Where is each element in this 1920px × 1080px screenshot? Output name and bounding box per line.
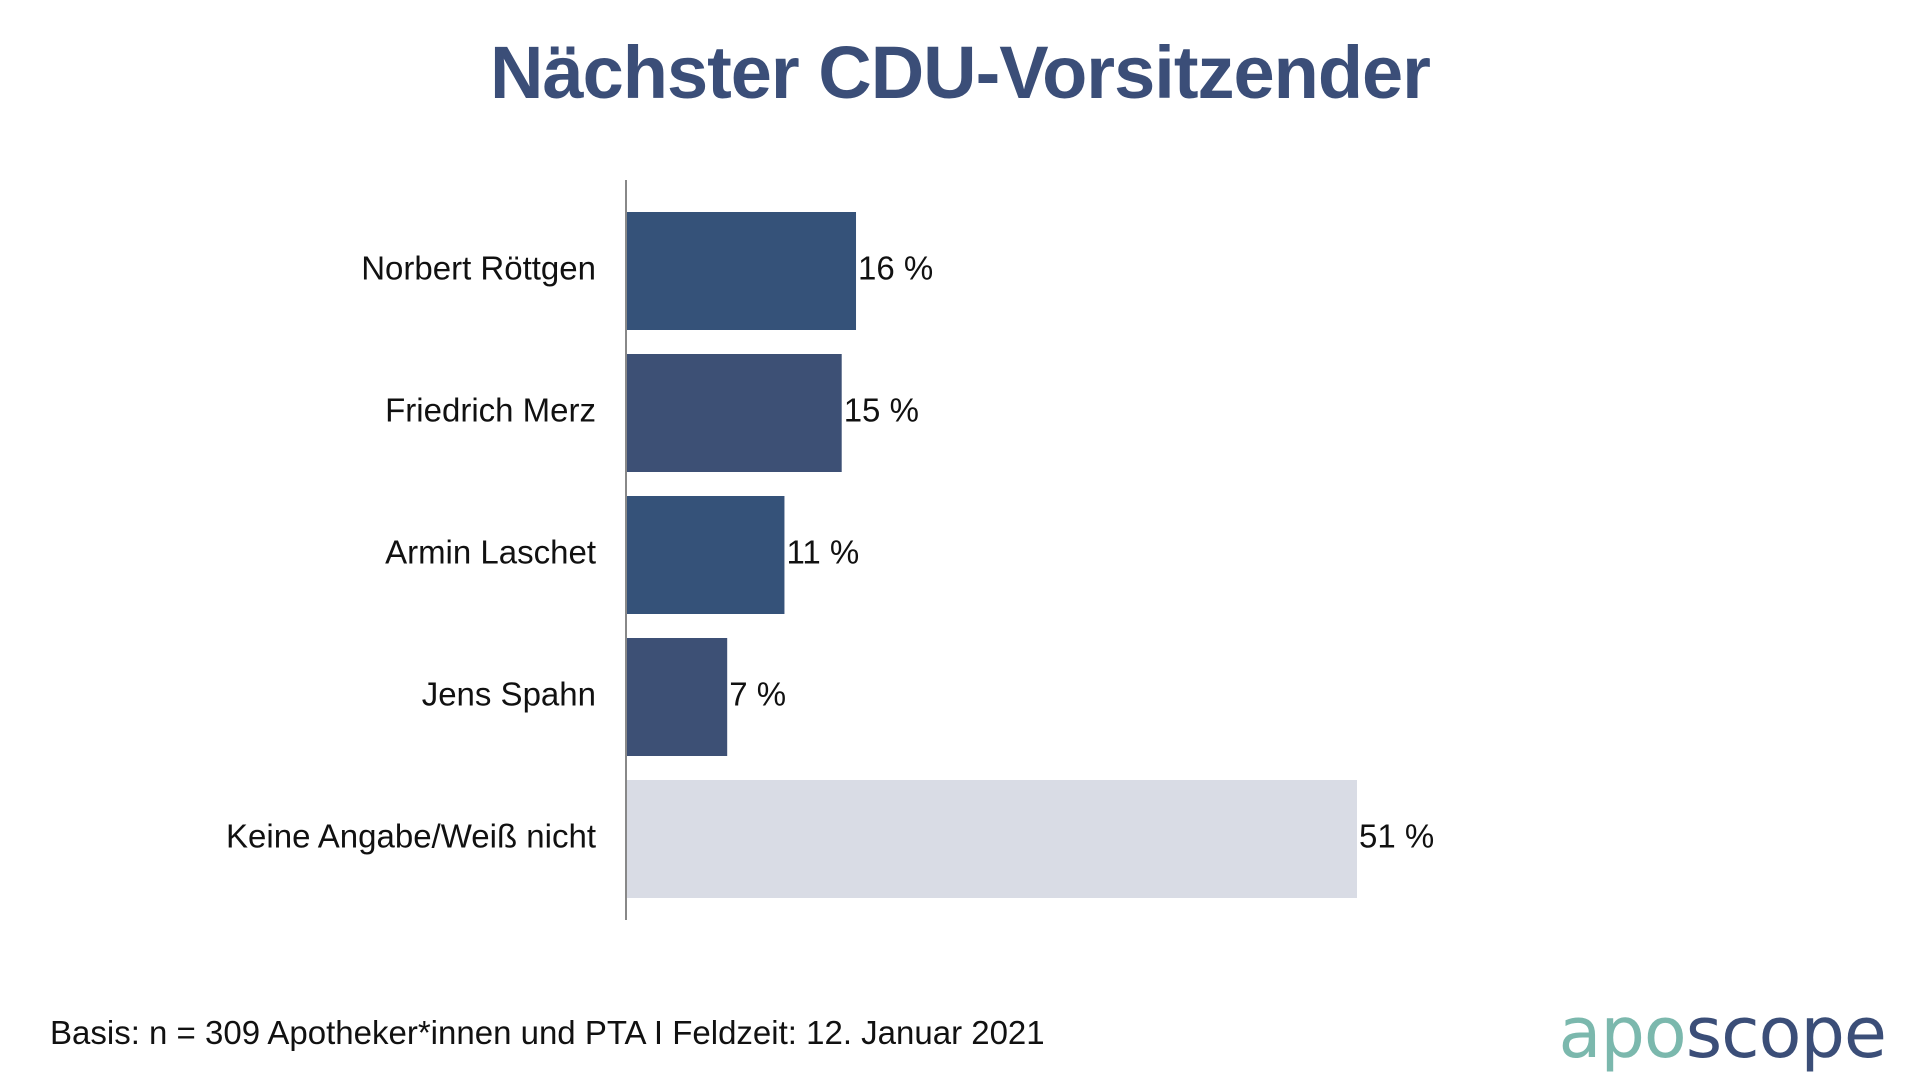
aposcope-logo: aposcope (1558, 992, 1887, 1074)
category-label-5: Keine Angabe/Weiß nicht (226, 818, 596, 855)
bar-3 (627, 496, 785, 614)
category-label-3: Armin Laschet (385, 534, 596, 571)
category-label-2: Friedrich Merz (385, 392, 596, 429)
category-label-1: Norbert Röttgen (361, 250, 596, 287)
value-label-2: 15 % (844, 392, 919, 429)
bar-chart: Norbert Röttgen 16 % Friedrich Merz 15 % Arm… (226, 180, 1434, 920)
chart-title: Nächster CDU-Vorsitzender (490, 31, 1431, 114)
category-label-4: Jens Spahn (422, 676, 596, 713)
value-label-4: 7 % (729, 676, 786, 713)
bar-1 (627, 212, 857, 330)
bar-5 (627, 780, 1357, 898)
value-label-1: 16 % (858, 250, 933, 287)
logo-scope-text: scope (1685, 992, 1887, 1074)
value-label-5: 51 % (1359, 818, 1434, 855)
value-label-3: 11 % (786, 534, 859, 571)
bar-2 (627, 354, 842, 472)
bar-4 (627, 638, 728, 756)
footnote: Basis: n = 309 Apotheker*innen und PTA I… (50, 1014, 1045, 1051)
logo-apo-text: apo (1558, 992, 1687, 1074)
